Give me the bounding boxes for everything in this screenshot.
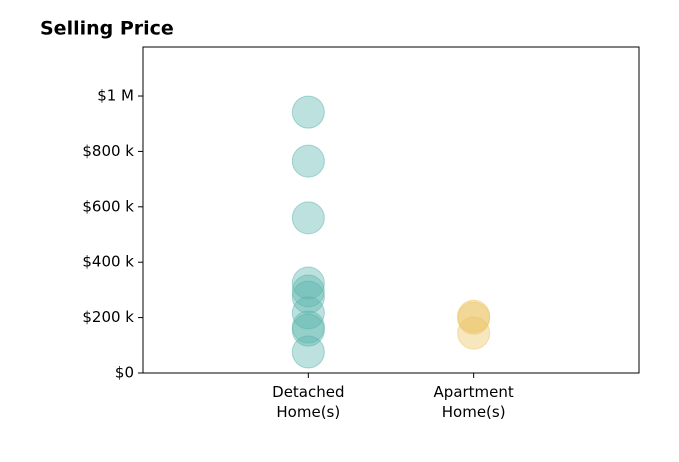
chart-title: Selling Price <box>40 18 174 40</box>
point <box>291 95 325 129</box>
plot-frame <box>142 46 640 374</box>
y-tick-label: $600 k <box>82 197 134 215</box>
x-tick-label-line: Detached <box>272 383 344 401</box>
x-tick-label-line: Apartment <box>434 383 514 401</box>
point <box>291 266 325 300</box>
point <box>291 296 325 330</box>
x-tick-label-line: Home(s) <box>276 403 340 421</box>
y-tick-label: $0 <box>115 364 134 382</box>
point <box>457 301 491 335</box>
y-tick-label: $800 k <box>82 142 134 160</box>
point <box>291 144 325 178</box>
y-tick-label: $1 M <box>97 87 134 105</box>
x-tick-label: Detached Home(s) <box>272 383 344 421</box>
x-tick-label: Apartment Home(s) <box>434 383 514 421</box>
x-tick-label-line: Home(s) <box>442 403 506 421</box>
point <box>291 335 325 369</box>
point <box>457 316 491 350</box>
y-tick-label: $200 k <box>82 308 134 326</box>
y-tick-label: $400 k <box>82 253 134 271</box>
point <box>291 201 325 235</box>
